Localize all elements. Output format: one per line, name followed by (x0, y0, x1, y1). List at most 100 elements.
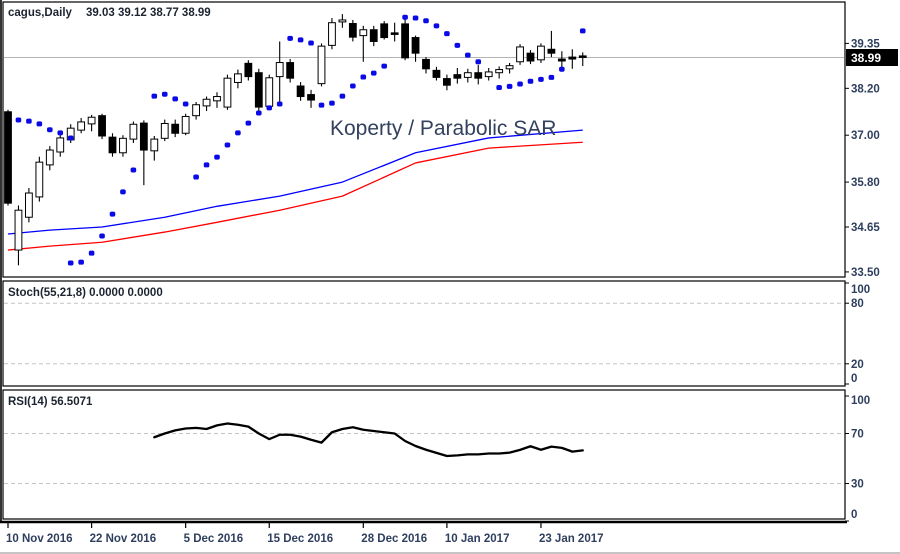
candle-bear (244, 62, 253, 78)
gridlines (4, 56, 844, 484)
price-tick-label: 39.35 (851, 38, 880, 50)
candle-bear (453, 74, 462, 79)
date-axis-labels: 10 Nov 2016 22 Nov 2016 5 Dec 2016 15 Dec 2… (6, 522, 604, 545)
sar-dot (120, 189, 126, 195)
sar-dot (412, 15, 419, 21)
sar-dot (266, 105, 273, 111)
sar-dot (506, 83, 513, 89)
sar-dot (203, 162, 210, 168)
candle-bear (390, 32, 399, 35)
stoch-tick-label: 0 (851, 373, 857, 385)
rsi-tick-label: 0 (851, 509, 857, 521)
sar-dot (67, 260, 74, 266)
sar-dot (444, 31, 450, 37)
sar-dot (47, 127, 53, 133)
candle-bull (338, 19, 347, 23)
sar-dot (297, 37, 304, 43)
candle-bull (265, 77, 274, 107)
sar-dot (182, 101, 189, 107)
sar-dot (360, 74, 367, 80)
date-tick-label: 10 Jan 2017 (445, 533, 510, 545)
sar-dot (15, 117, 22, 123)
candle-bear (286, 62, 295, 79)
candle-bull (181, 115, 190, 134)
candle-bear (474, 72, 483, 79)
candle-bull (359, 29, 368, 37)
sar-dot (381, 63, 387, 69)
sar-dot (423, 18, 429, 24)
candle-bear (568, 56, 577, 60)
price-tick-label: 38.20 (851, 83, 880, 95)
envelope-lines (7, 129, 583, 251)
sar-dot (339, 93, 346, 99)
sar-dot (193, 174, 199, 180)
stoch-tick-label: 100 (851, 284, 870, 296)
candle-bear (411, 37, 420, 54)
candle-bear (526, 52, 535, 62)
sar-dot (99, 233, 105, 239)
candle-bull (45, 149, 54, 166)
candle-bull (495, 69, 504, 74)
date-tick-label: 23 Jan 2017 (539, 533, 604, 545)
sar-dot (318, 102, 325, 108)
candle-bear (171, 123, 180, 134)
sar-dot (329, 100, 335, 106)
sar-dot (36, 121, 43, 127)
sar-dot (465, 52, 471, 58)
sar-dot (130, 167, 137, 173)
price-tick-label: 33.50 (851, 267, 880, 279)
current-price-badge-text: 38.99 (851, 51, 881, 65)
sar-dot (245, 120, 252, 126)
current-price-badge: 38.99 (846, 49, 898, 66)
sar-dot (276, 101, 283, 107)
price-tick-label: 37.00 (851, 130, 880, 142)
sar-dot (67, 135, 74, 141)
candle-bull (14, 209, 23, 251)
sar-dot (224, 142, 231, 148)
sar-dot (527, 78, 534, 84)
candle-bull (484, 71, 493, 78)
candle-bear (108, 136, 117, 154)
sar-dot (433, 23, 440, 29)
candle-bear (422, 58, 430, 70)
sar-dot (308, 40, 314, 46)
sar-dot (214, 154, 220, 160)
sar-dot (161, 91, 168, 97)
sar-dot (57, 130, 64, 136)
rsi-line (153, 422, 584, 458)
sar-dot (109, 211, 116, 217)
date-tick-label: 5 Dec 2016 (184, 533, 243, 545)
candle-bull (192, 104, 200, 117)
rsi-panel-border (2, 389, 846, 520)
candlestick-series (4, 14, 587, 266)
stoch-tick-label: 20 (851, 359, 864, 371)
sar-dot (151, 93, 158, 99)
candle-bull (202, 98, 211, 107)
quote-ohlc-label: 39.03 39.12 38.77 38.99 (86, 7, 211, 19)
sar-dot (235, 130, 241, 136)
candle-bull (56, 137, 65, 153)
sar-dot (517, 81, 523, 87)
candle-bear (401, 23, 410, 59)
candle-bull (234, 73, 242, 83)
candle-bear (547, 48, 556, 54)
stoch-panel-border (2, 280, 846, 387)
symbol-period-label: cagus,Daily (8, 7, 73, 19)
candle-bear (369, 29, 378, 42)
sar-dot (350, 83, 356, 89)
envelope-lower-line (7, 141, 583, 251)
sar-dot (579, 28, 586, 34)
date-tick-label: 10 Nov 2016 (6, 533, 73, 545)
candle-bear (380, 23, 389, 39)
sar-dot (402, 14, 408, 20)
sar-dot (287, 35, 293, 41)
candle-bull (505, 65, 514, 70)
candle-bull (150, 138, 159, 152)
candle-bull (129, 123, 138, 140)
rsi-tick-label: 100 (851, 395, 870, 407)
parabolic-sar-dots (15, 14, 586, 266)
candle-bear (307, 94, 315, 101)
candle-bear (296, 85, 305, 98)
